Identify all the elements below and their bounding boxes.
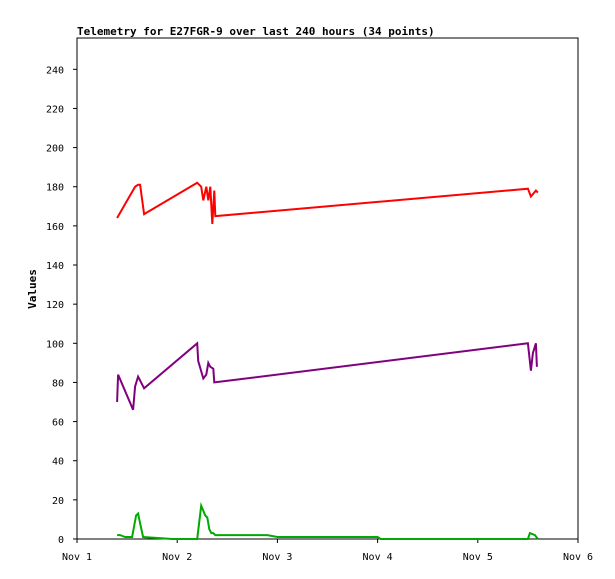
series-line-1 xyxy=(116,181,539,224)
y-tick-label: 0 xyxy=(58,535,64,546)
x-tick-label: Nov 4 xyxy=(363,552,393,563)
series-group xyxy=(116,181,539,540)
y-tick-label: 80 xyxy=(52,378,64,389)
y-tick-label: 200 xyxy=(46,144,64,155)
plot-frame xyxy=(76,37,579,540)
y-tick-label: 60 xyxy=(52,418,64,429)
y-tick-label: 100 xyxy=(46,339,64,350)
y-tick-label: 140 xyxy=(46,261,64,272)
y-axis: 0 20 40 60 80 100 120 140 160 180 200 220 240 xyxy=(46,65,77,546)
y-tick-label: 220 xyxy=(46,104,64,115)
series-line-3 xyxy=(117,501,539,540)
x-tick-label: Nov 2 xyxy=(162,552,192,563)
y-tick-label: 160 xyxy=(46,222,64,233)
y-tick-label: 40 xyxy=(52,457,64,468)
series-line-2 xyxy=(116,341,538,411)
y-tick-label: 180 xyxy=(46,183,64,194)
x-tick-label: Nov 3 xyxy=(262,552,292,563)
y-tick-label: 240 xyxy=(46,65,64,76)
x-tick-label: Nov 5 xyxy=(463,552,493,563)
y-axis-label: Values xyxy=(26,269,39,309)
y-tick-label: 120 xyxy=(46,300,64,311)
chart-title: Telemetry for E27FGR-9 over last 240 hou… xyxy=(77,25,435,38)
y-tick-label: 20 xyxy=(52,496,64,507)
x-tick-label: Nov 1 xyxy=(62,552,92,563)
x-axis: Nov 1 Nov 2 Nov 3 Nov 4 Nov 5 Nov 6 xyxy=(62,539,593,563)
x-tick-label: Nov 6 xyxy=(563,552,593,563)
